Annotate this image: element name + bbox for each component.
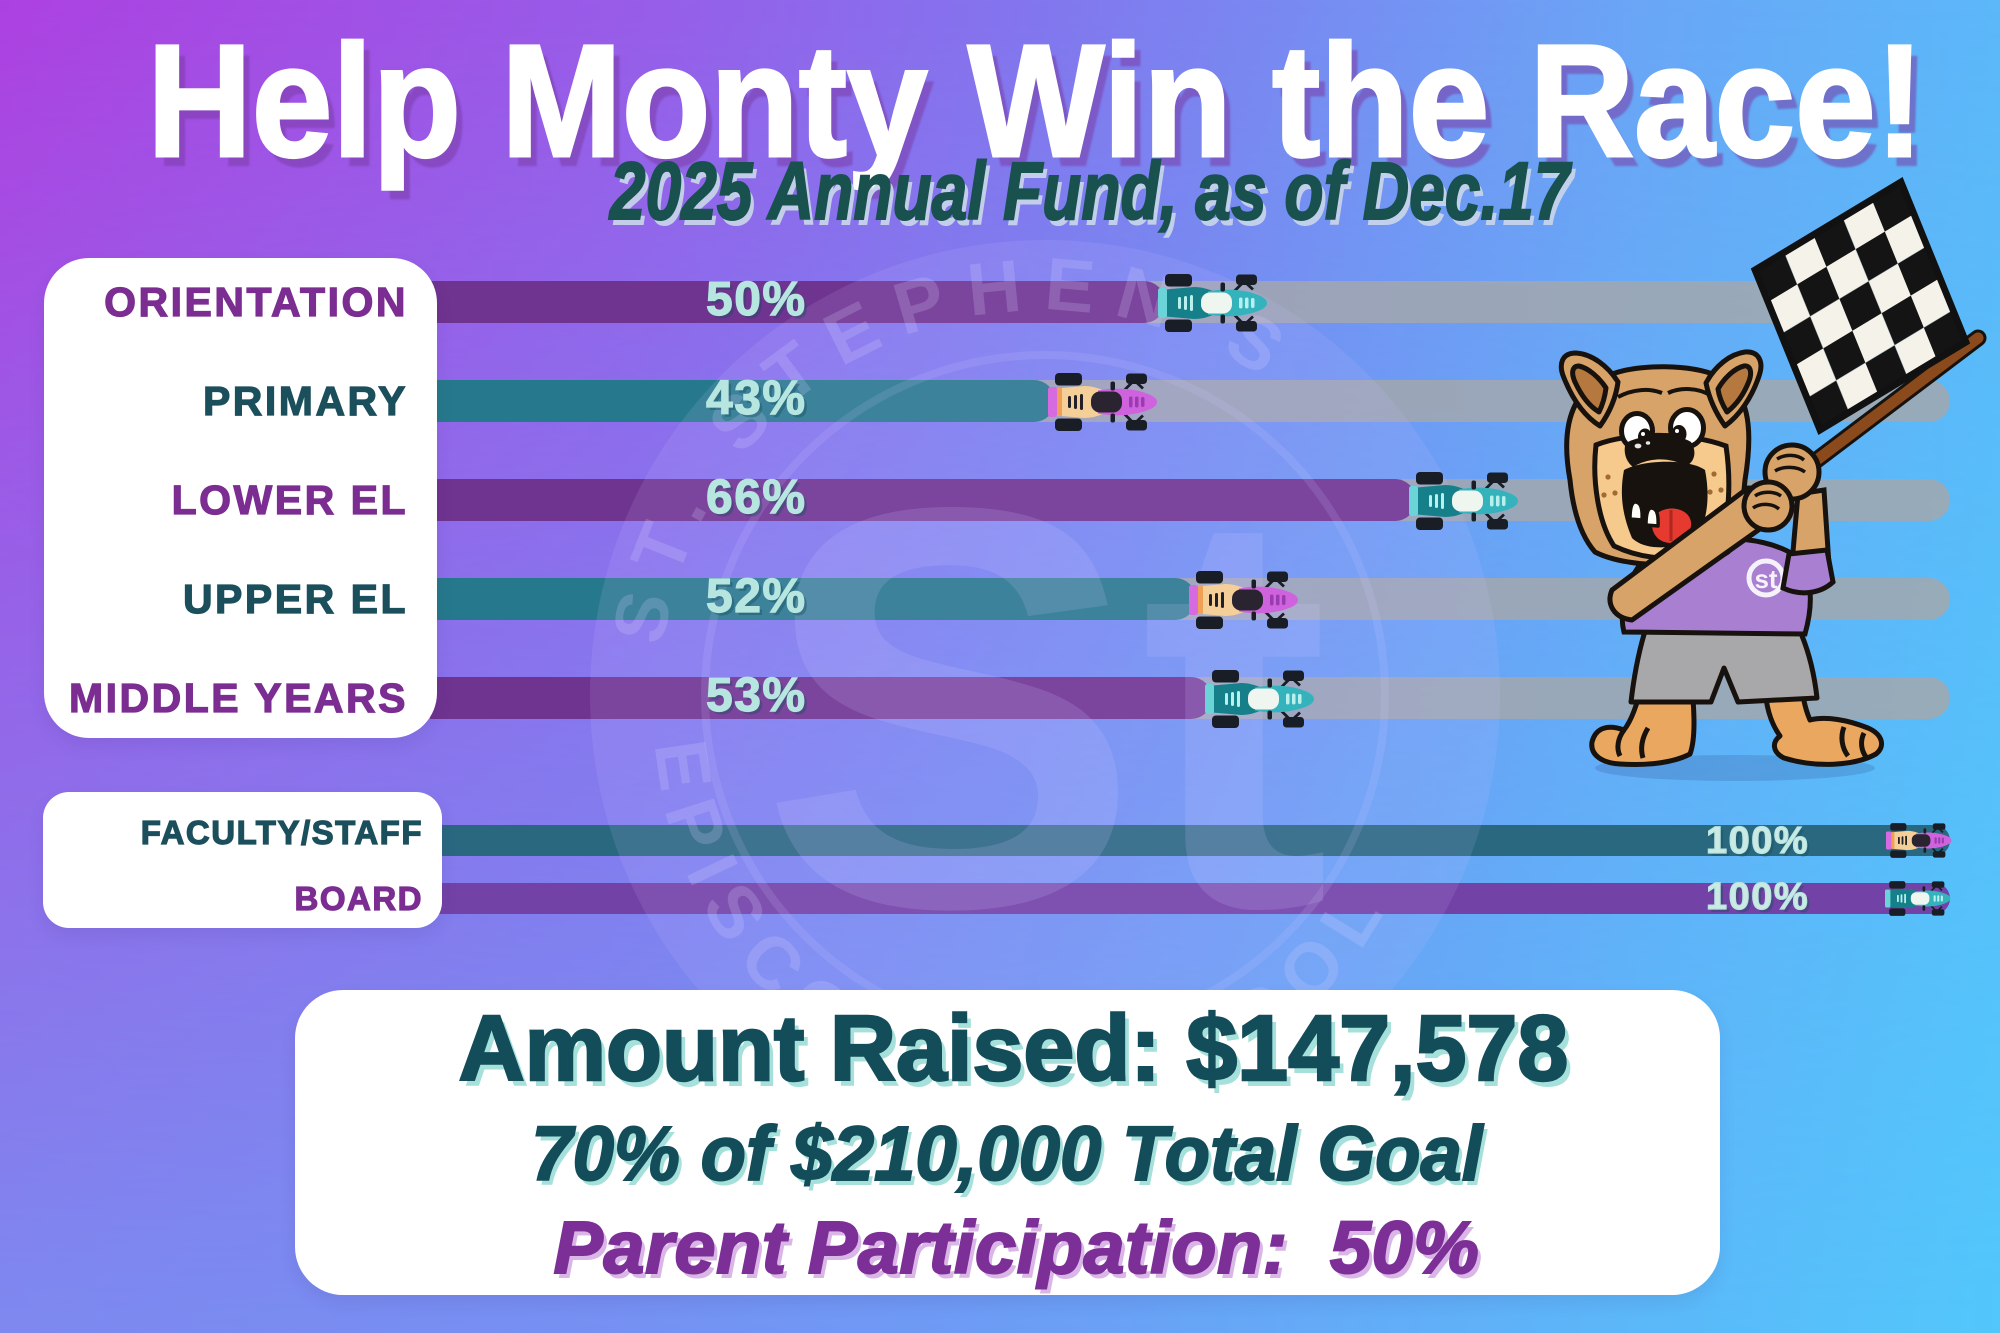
svg-text:st: st (1754, 564, 1777, 594)
